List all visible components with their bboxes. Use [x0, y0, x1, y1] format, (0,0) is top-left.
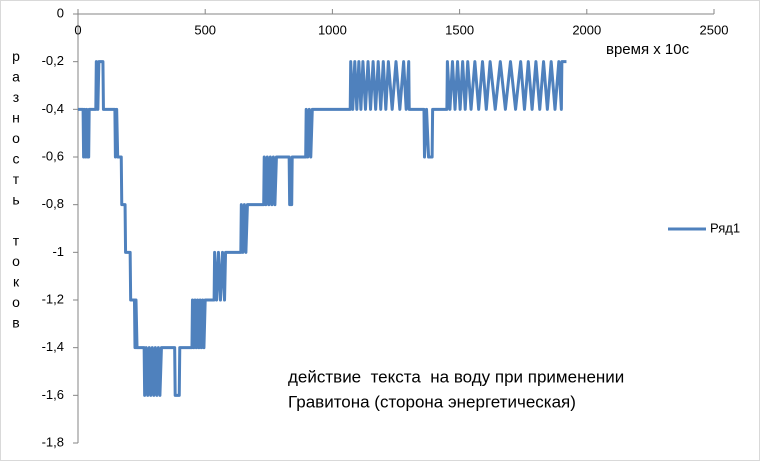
x-axis-label: время x 10с: [606, 41, 690, 58]
data-line: [78, 60, 567, 397]
x-tick-label: 1500: [445, 22, 474, 37]
y-tick-label: -1: [52, 244, 64, 259]
x-tick-label: 2000: [572, 22, 601, 37]
x-tick-label: 2500: [700, 22, 729, 37]
y-tick-label: -0,4: [42, 101, 64, 116]
y-tick-label: -0,6: [42, 148, 64, 163]
legend-label: Ряд1: [710, 220, 740, 235]
x-tick-label: 500: [194, 22, 216, 37]
y-tick-label: -1,8: [42, 434, 64, 449]
y-tick-label: -0,2: [42, 53, 64, 68]
y-tick-label: -1,4: [42, 339, 64, 354]
annotation: Гравитона (сторона энергетическая): [288, 392, 576, 411]
y-tick-label: -1,2: [42, 291, 64, 306]
y-tick-label: 0: [57, 5, 64, 20]
x-tick-label: 0: [74, 22, 81, 37]
annotation: действие текста на воду при применении: [288, 367, 624, 386]
y-tick-label: -0,8: [42, 196, 64, 211]
x-tick-label: 1000: [318, 22, 347, 37]
y-tick-label: -1,6: [42, 387, 64, 402]
y-axis-label: разность токов: [8, 48, 24, 335]
